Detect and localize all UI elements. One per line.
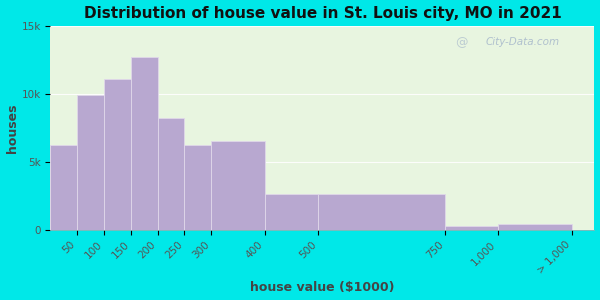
X-axis label: house value ($1000): house value ($1000) (250, 281, 395, 294)
Bar (498, 224, 572, 230)
Title: Distribution of house value in St. Louis city, MO in 2021: Distribution of house value in St. Louis… (83, 6, 562, 21)
Y-axis label: houses: houses (5, 103, 19, 153)
Bar (131, 57, 158, 230)
Bar (50, 146, 77, 230)
Bar (77, 95, 104, 230)
Bar (265, 194, 318, 230)
Bar (184, 146, 211, 230)
Text: City-Data.com: City-Data.com (485, 37, 560, 47)
Bar (158, 118, 184, 230)
Bar (104, 79, 131, 230)
Text: @: @ (455, 36, 467, 49)
Bar (318, 194, 445, 230)
Bar (211, 141, 265, 230)
Bar (445, 226, 498, 230)
